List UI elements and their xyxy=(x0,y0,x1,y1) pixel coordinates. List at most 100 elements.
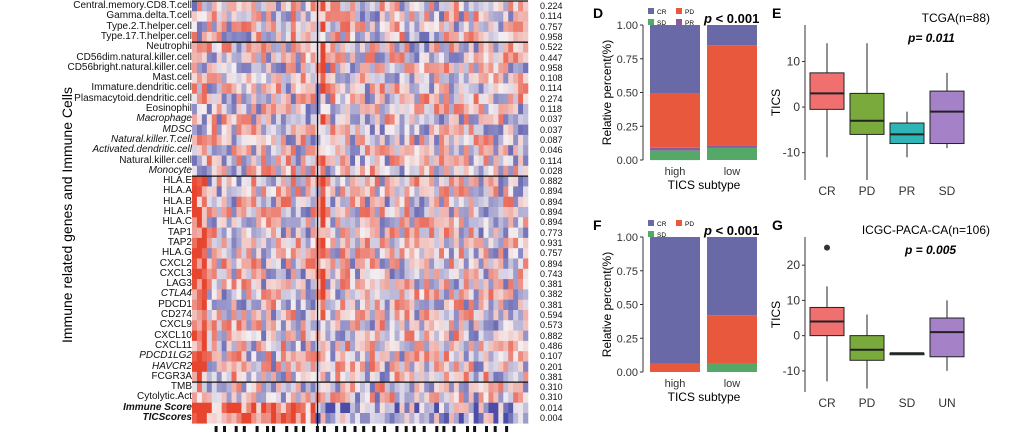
heatmap-cell xyxy=(221,155,227,167)
heatmap-cell xyxy=(374,42,381,53)
heatmap-cell xyxy=(285,11,292,22)
heatmap-cell xyxy=(211,289,217,300)
heatmap-cell xyxy=(453,73,460,84)
heatmap-cell xyxy=(493,382,499,393)
row-label: CD56bright.natural.killer.cell xyxy=(67,61,192,73)
heatmap-cell xyxy=(236,134,242,146)
heatmap-cell xyxy=(439,31,445,43)
heatmap-cell xyxy=(394,289,400,300)
heatmap-cell xyxy=(419,21,425,33)
heatmap-cell xyxy=(389,196,395,208)
heatmap-cell xyxy=(261,382,267,393)
heatmap-cell xyxy=(251,361,257,373)
heatmap-cell xyxy=(271,155,277,167)
heatmap-cell xyxy=(246,21,252,33)
heatmap-cell xyxy=(389,21,395,33)
heatmap-cell xyxy=(478,330,484,342)
heatmap-cell xyxy=(355,392,361,403)
row-p-value: 0.381 xyxy=(540,279,563,290)
heatmap-cell xyxy=(231,382,237,393)
heatmap-cell xyxy=(379,196,385,208)
heatmap-cell xyxy=(196,145,203,156)
heatmap-cell xyxy=(285,42,292,53)
heatmap-cell xyxy=(305,114,311,125)
heatmap-cell xyxy=(246,52,252,64)
heatmap-cell xyxy=(419,176,425,187)
x-tick-label: low xyxy=(724,166,741,178)
heatmap-cell xyxy=(389,176,395,187)
heatmap-cell xyxy=(498,361,504,373)
heatmap-cell xyxy=(468,165,474,177)
heatmap-cell xyxy=(295,382,301,393)
heatmap-cell xyxy=(256,361,262,373)
heatmap-cell xyxy=(335,42,341,53)
heatmap-cell xyxy=(453,299,460,311)
heatmap-cell xyxy=(206,371,213,383)
heatmap-cell xyxy=(453,340,460,352)
heatmap-cell xyxy=(355,299,361,311)
heatmap-cell xyxy=(513,330,519,342)
heatmap-cell xyxy=(241,42,247,53)
heatmap-cell xyxy=(211,104,217,115)
heatmap-cell xyxy=(206,289,213,300)
heatmap-cell xyxy=(246,93,252,105)
heatmap-cell xyxy=(458,320,465,331)
legend-label: CR xyxy=(657,9,667,16)
heatmap-cell xyxy=(221,392,227,403)
heatmap-cell xyxy=(276,268,282,280)
heatmap-cell xyxy=(473,413,479,424)
heatmap-cell xyxy=(236,279,242,290)
row-p-value: 0.743 xyxy=(540,268,563,279)
heatmap-cell xyxy=(192,351,198,362)
heatmap-cell xyxy=(355,237,361,249)
heatmap-cell xyxy=(295,361,301,373)
heatmap-cell xyxy=(285,155,292,167)
heatmap-cell xyxy=(196,124,203,136)
heatmap-cell xyxy=(419,330,425,342)
heatmap-cell xyxy=(369,145,376,156)
heatmap-cell xyxy=(493,258,499,270)
heatmap-cell xyxy=(364,248,371,259)
heatmap-cell xyxy=(206,196,213,208)
heatmap-cell xyxy=(290,248,297,259)
heatmap-cell xyxy=(394,299,400,311)
heatmap-cell xyxy=(236,402,242,414)
heatmap-cell xyxy=(379,73,385,84)
heatmap-cell xyxy=(201,361,208,373)
heatmap-cell xyxy=(369,73,376,84)
heatmap-cell xyxy=(369,320,376,331)
heatmap-cell xyxy=(340,114,346,125)
heatmap-cell xyxy=(192,124,198,136)
heatmap-cell xyxy=(409,196,415,208)
annotation-mark xyxy=(315,426,319,432)
heatmap-cell xyxy=(251,402,257,414)
panel-letter: E xyxy=(772,5,781,21)
heatmap-cell xyxy=(280,392,287,403)
heatmap-cell xyxy=(414,258,420,270)
heatmap-cell xyxy=(201,279,208,290)
heatmap-cell xyxy=(251,413,257,424)
heatmap-cell xyxy=(290,340,297,352)
heatmap-cell xyxy=(463,124,469,136)
heatmap-cell xyxy=(276,1,282,12)
heatmap-cell xyxy=(473,1,479,12)
heatmap-cell xyxy=(256,382,262,393)
heatmap-cell xyxy=(300,258,306,270)
heatmap-cell xyxy=(419,248,425,259)
heatmap-cell xyxy=(300,330,306,342)
heatmap-cell xyxy=(473,21,479,33)
heatmap-cell xyxy=(226,320,232,331)
heatmap-cell xyxy=(285,340,292,352)
heatmap-cell xyxy=(389,330,395,342)
heatmap-cell xyxy=(523,237,529,249)
row-p-value: 0.028 xyxy=(540,165,563,176)
heatmap-cell xyxy=(211,340,217,352)
heatmap-cell xyxy=(330,340,336,352)
heatmap-cell xyxy=(280,279,287,290)
heatmap-cell xyxy=(236,176,242,187)
heatmap-cell xyxy=(503,361,509,373)
heatmap-cell xyxy=(389,268,395,280)
heatmap-cell xyxy=(468,11,474,22)
heatmap-cell xyxy=(241,145,247,156)
